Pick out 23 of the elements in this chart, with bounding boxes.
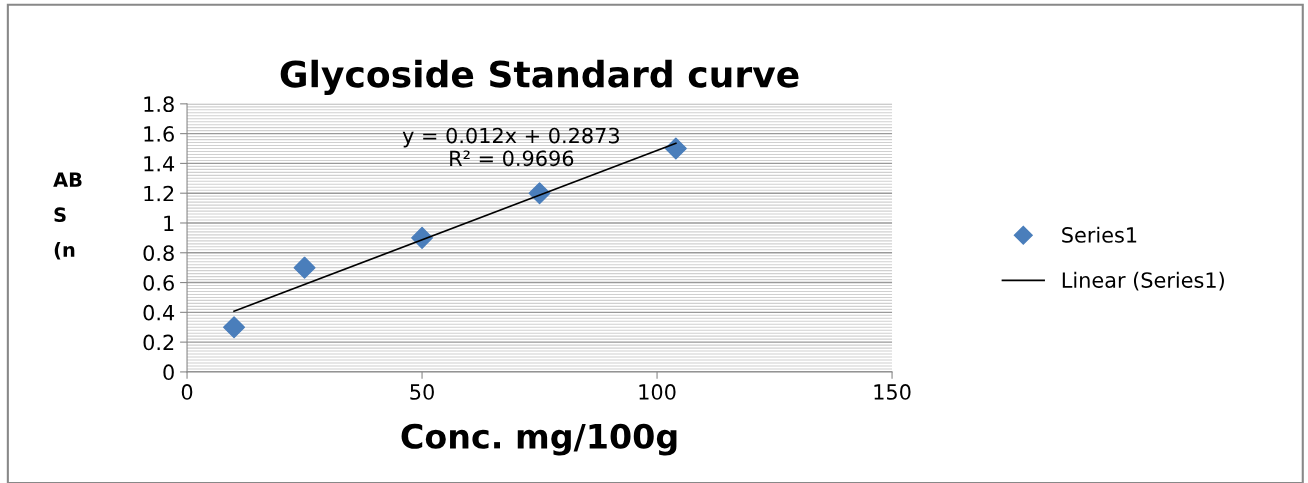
x-tick-label: 150 [874,384,911,400]
y-tick-label: 1.2 [144,185,174,202]
x-tick-label: 100 [639,384,676,400]
point [223,316,246,339]
x-tick-label: 0 [181,384,193,400]
y-tick-label: 1 [164,215,174,231]
annotation: y = 0.012x + 0.2873 [402,127,619,148]
legend-label: Series1 [1062,226,1137,243]
y-tick-label: 1.6 [144,126,174,142]
y-tick-label: 0.4 [143,304,175,321]
y-tick-label: 0.8 [143,245,174,261]
y-axis-title: AB S (n [53,172,82,260]
chart-title: Glycoside Standard curve [280,59,799,95]
legend-label: Linear (Series1) [1062,271,1224,291]
y-tick-label: 1.4 [144,156,175,172]
y-tick-label: 0 [163,364,174,381]
x-axis-title: Conc. mg/100g [401,423,677,456]
x-tick-label: 50 [410,384,434,400]
point [293,256,316,279]
y-tick-label: 0.6 [143,275,174,291]
annotation: R² = 0.9696 [450,150,574,167]
y-tick-label: 0.2 [143,334,174,351]
y-tick-label: 1.8 [144,96,174,113]
